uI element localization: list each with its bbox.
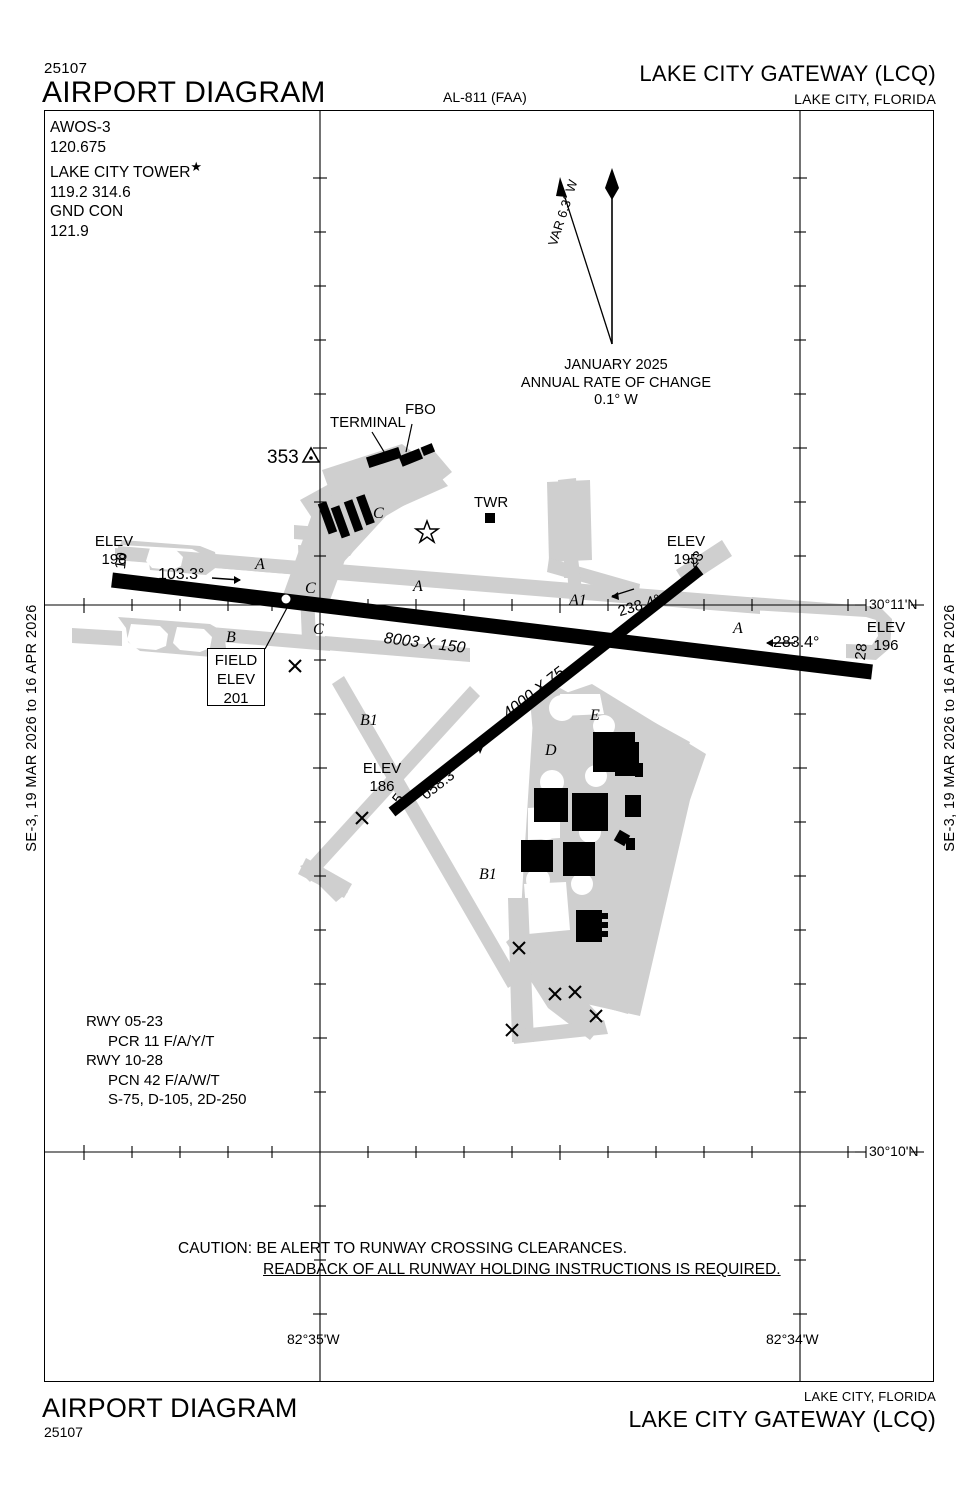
rwy23-elev-label: ELEV (666, 533, 706, 550)
pcn-rwy1: RWY 05-23 (86, 1013, 163, 1030)
heading-arrows (211, 576, 795, 762)
buildings-layer (317, 443, 643, 942)
tower-line: LAKE CITY TOWER★ (50, 157, 202, 183)
tower-frequency: 119.2 314.6 (50, 183, 131, 201)
taxiway-label-a1-3: A1 (569, 592, 587, 609)
variation-rate-label: ANNUAL RATE OF CHANGE (520, 374, 712, 391)
rwy10-elev-value: 198 (101, 551, 127, 568)
tower-label: LAKE CITY TOWER (50, 164, 191, 182)
star-icon: ★ (190, 159, 203, 174)
footer-airport-name: LAKE CITY GATEWAY (LCQ) (628, 1406, 936, 1432)
runway-05-23 (388, 565, 704, 817)
header-city-state: LAKE CITY, FLORIDA (794, 91, 936, 107)
taxiway-label-d-10: D (545, 742, 557, 759)
header-title: AIRPORT DIAGRAM (42, 76, 326, 109)
rwy28-elev-value: 196 (873, 637, 899, 654)
pcn-rwy2-class: S-75, D-105, 2D-250 (108, 1091, 247, 1108)
runway-10-28 (111, 572, 873, 680)
gnd-frequency: 121.9 (50, 222, 89, 240)
rwy28-elev-block: ELEV 196 (862, 619, 910, 655)
caution-line-2: READBACK OF ALL RUNWAY HOLDING INSTRUCTI… (263, 1261, 781, 1278)
gnd-label: GND CON (50, 203, 124, 221)
field-elev-line2: ELEV (216, 671, 256, 688)
field-elev-leader (264, 605, 289, 650)
rwy10-bearing: 103.3° (158, 566, 205, 583)
terminal-label: TERMINAL (330, 414, 406, 431)
rwy10-elev-label: ELEV (94, 533, 134, 550)
rwy5-elev-value: 186 (369, 778, 395, 795)
header-faa-id: AL-811 (FAA) (443, 89, 527, 105)
wind-indicator-star (413, 518, 441, 545)
field-elev-line1: FIELD (214, 652, 258, 669)
runway-layer (111, 565, 873, 817)
rwy5-elev-block: ELEV 186 (358, 760, 406, 796)
taxiway-label-b1-6: B1 (479, 866, 497, 883)
header-chart-number: 25107 (44, 60, 88, 77)
beacon-icon (301, 446, 321, 463)
closed-pavement-marks (288, 659, 603, 1037)
fbo-leader (405, 423, 413, 453)
header-airport-name: LAKE CITY GATEWAY (LCQ) (639, 61, 936, 86)
fbo-label: FBO (405, 401, 436, 418)
variation-epoch: JANUARY 2025 (564, 357, 668, 373)
tower-map-label: TWR (474, 494, 509, 511)
rwy23-elev-value: 195 (673, 551, 699, 568)
rwy10-designator: 10 (112, 551, 131, 571)
taxiway-label-c-8: C (313, 621, 324, 638)
taxiway-label-e-11: E (590, 707, 600, 724)
taxiway-label-a-2: A (733, 620, 743, 637)
true-north-arrow (605, 168, 619, 200)
magnetic-north-arrow (556, 177, 567, 197)
pavement-layer (72, 444, 892, 1044)
pcn-rwy2: RWY 10-28 (86, 1052, 163, 1069)
magnetic-variation-arrows (556, 168, 619, 345)
field-elev-line3: 201 (223, 690, 249, 707)
diagram-frame (44, 110, 934, 1382)
caution-block: CAUTION: BE ALERT TO RUNWAY CROSSING CLE… (178, 1238, 781, 1280)
graticule-ticks (83, 177, 849, 1315)
pavement-strength-block: RWY 05-23 PCR 11 F/A/Y/T RWY 10-28 PCN 4… (86, 1012, 246, 1110)
taxiway-label-b-4: B (226, 629, 236, 646)
field-elevation-box: FIELD ELEV 201 (207, 648, 265, 707)
taxiway-label-a-1: A (413, 578, 423, 595)
awos-frequency: 120.675 (50, 138, 107, 156)
variation-rate-value: 0.1° W (594, 392, 638, 408)
rwy28-bearing: 283.4° (773, 634, 820, 651)
rwy23-elev-block: ELEV 195 (662, 533, 710, 569)
lon-label-right: 82°34'W (766, 1331, 819, 1347)
awos-label: AWOS-3 (50, 119, 111, 136)
variation-block: JANUARY 2025 ANNUAL RATE OF CHANGE 0.1° … (506, 357, 726, 410)
pcn-rwy2-value: PCN 42 F/A/W/T (108, 1071, 220, 1089)
taxiway-label-c-7: C (305, 580, 316, 597)
rwy10-elev-block: ELEV 198 (90, 533, 138, 569)
lat-label-upper: 30°11'N (869, 596, 918, 612)
taxiway-label-a-0: A (255, 556, 265, 573)
terminal-leader (371, 431, 387, 456)
rwy28-designator: 28 (852, 642, 871, 662)
lon-label-left: 82°35'W (287, 1331, 340, 1347)
lat-label-lower: 30°10'N (869, 1143, 919, 1159)
rwy5-elev-label: ELEV (362, 760, 402, 777)
pcn-rwy1-value: PCR 11 F/A/Y/T (108, 1032, 215, 1050)
footer-chart-number: 25107 (44, 1424, 83, 1440)
footer-city-state: LAKE CITY, FLORIDA (804, 1389, 936, 1404)
taxiway-label-c-9: C (373, 505, 384, 522)
airport-reference-point (281, 594, 291, 604)
communications-box: AWOS-3 120.675 LAKE CITY TOWER★ 119.2 31… (50, 118, 202, 241)
rwy28-elev-label: ELEV (866, 619, 906, 636)
caution-line-1: CAUTION: BE ALERT TO RUNWAY CROSSING CLE… (178, 1240, 628, 1257)
taxiway-label-b1-5: B1 (360, 712, 378, 729)
beacon-elevation-label: 353 (267, 447, 299, 468)
footer-title: AIRPORT DIAGRAM (42, 1393, 298, 1423)
